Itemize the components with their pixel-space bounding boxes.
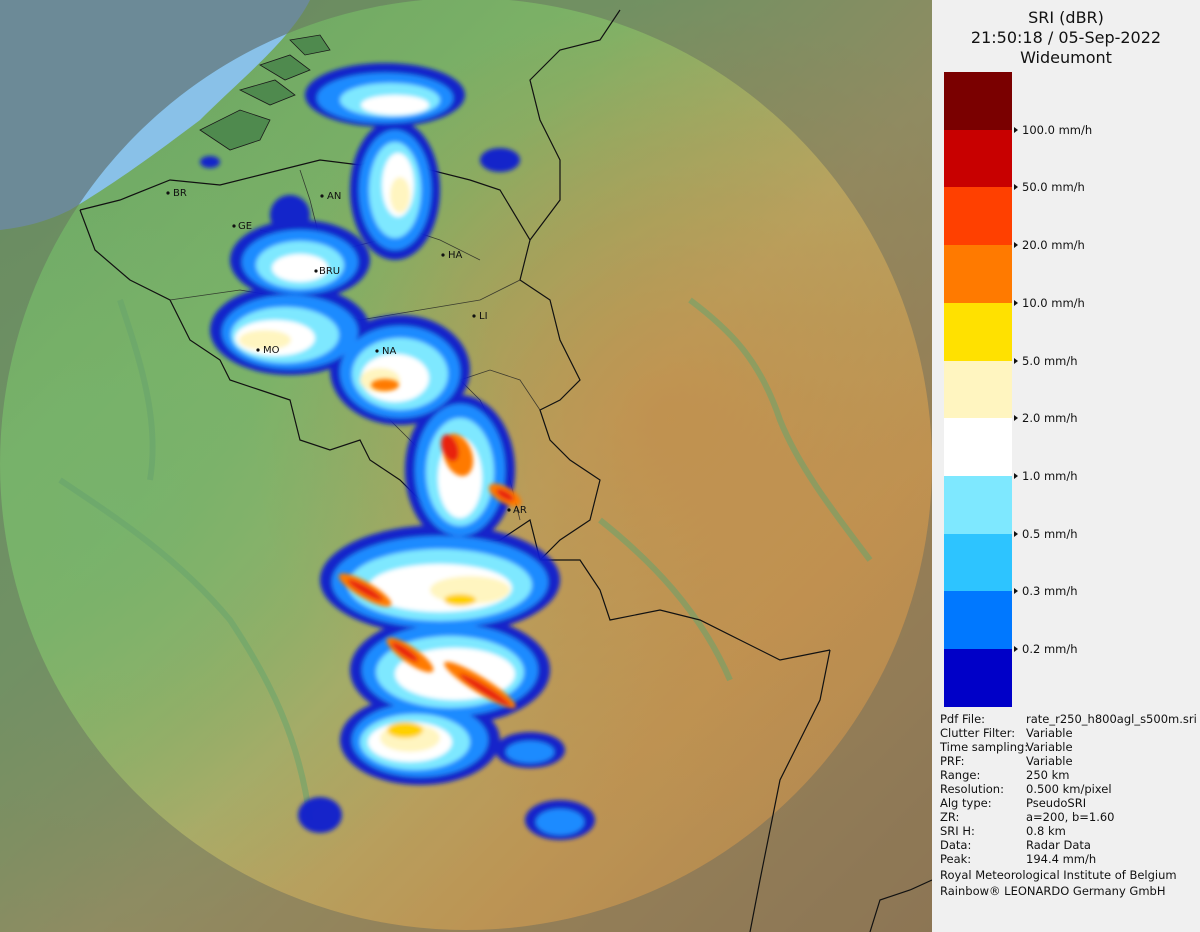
info-row: Data: Radar Data xyxy=(940,838,1091,852)
city-labels: BR AN GE HA BRU LI xyxy=(166,188,527,516)
timestamp: 21:50:18 / 05-Sep-2022 xyxy=(970,28,1162,47)
credit-rmi: Royal Meteorological Institute of Belgiu… xyxy=(940,868,1177,882)
legend-label: 0.3 mm/h xyxy=(1022,584,1078,599)
legend-tick xyxy=(1014,472,1018,479)
legend-label: 0.2 mm/h xyxy=(1022,642,1078,656)
info-key: Resolution: xyxy=(940,782,1004,796)
info-key: Alg type: xyxy=(940,796,992,810)
info-key: SRI H: xyxy=(940,824,975,838)
legend-tick xyxy=(1014,126,1018,133)
legend-label: 2.0 mm/h xyxy=(1022,411,1078,426)
legend-tick xyxy=(1014,646,1018,652)
legend-swatch xyxy=(944,360,1012,419)
city-ge: GE xyxy=(232,221,252,232)
city-na: NA xyxy=(375,346,396,357)
info-row: Clutter Filter: Variable xyxy=(940,726,1073,740)
info-key: Pdf File: xyxy=(940,712,986,726)
info-value: 0.8 km xyxy=(1026,824,1066,838)
svg-text:MO: MO xyxy=(263,345,280,356)
legend-swatch xyxy=(944,591,1012,650)
info-value: 250 km xyxy=(1026,768,1070,782)
info-value: Variable xyxy=(1026,726,1073,740)
outside-range-overlay xyxy=(0,0,932,932)
legend-tick xyxy=(1014,299,1018,306)
info-value: Variable xyxy=(1026,740,1073,754)
credit-rainbow: Rainbow® LEONARDO Germany GmbH xyxy=(940,884,1166,898)
legend-swatch xyxy=(944,533,1012,592)
city-li: LI xyxy=(472,311,488,322)
info-row: ZR: a=200, b=1.60 xyxy=(940,810,1115,824)
legend-swatch xyxy=(944,475,1012,534)
info-value: 0.500 km/pixel xyxy=(1026,782,1112,796)
legend-tick xyxy=(1014,357,1018,364)
info-value: Variable xyxy=(1026,754,1073,768)
info-row: SRI H: 0.8 km xyxy=(940,824,1066,838)
rain-cores xyxy=(338,379,522,709)
legend-label: 20.0 mm/h xyxy=(1022,238,1085,253)
legend-swatch xyxy=(944,129,1012,188)
info-key: Range: xyxy=(940,768,981,782)
city-br: BR xyxy=(166,188,187,199)
info-value: PseudoSRI xyxy=(1026,796,1087,810)
legend-tick xyxy=(1014,242,1018,249)
info-row: Peak: 194.4 mm/h xyxy=(940,852,1096,866)
legend-swatch xyxy=(944,649,1012,707)
city-ha: HA xyxy=(441,250,463,261)
svg-text:HA: HA xyxy=(448,250,463,261)
svg-text:AR: AR xyxy=(513,505,527,516)
country-borders xyxy=(79,9,932,932)
svg-text:BR: BR xyxy=(173,188,187,199)
svg-text:AN: AN xyxy=(327,191,341,202)
info-key: Clutter Filter: xyxy=(940,726,1016,740)
city-bru: BRU xyxy=(314,266,340,277)
legend-label: 0.5 mm/h xyxy=(1022,526,1078,541)
legend-tick xyxy=(1014,415,1018,422)
legend-swatch xyxy=(944,72,1012,130)
info-value: Radar Data xyxy=(1026,838,1091,852)
info-key: ZR: xyxy=(940,810,960,824)
legend-panel: SRI (dBR) 21:50:18 / 05-Sep-2022 Wideumo… xyxy=(932,0,1200,932)
city-an: AN xyxy=(320,191,341,202)
legend-swatch xyxy=(944,187,1012,246)
legend-label: 5.0 mm/h xyxy=(1022,353,1078,368)
city-mo: MO xyxy=(256,345,280,356)
legend-tick xyxy=(1014,184,1018,191)
valleys xyxy=(58,297,873,821)
info-row: Alg type: PseudoSRI xyxy=(940,796,1086,810)
legend-label: 50.0 mm/h xyxy=(1022,180,1085,195)
info-row: Range: 250 km xyxy=(940,768,1069,782)
info-row: PRF: Variable xyxy=(940,754,1073,768)
legend-label: 10.0 mm/h xyxy=(1022,295,1085,310)
svg-text:GE: GE xyxy=(238,221,252,232)
info-key: PRF: xyxy=(940,754,965,768)
legend-tick xyxy=(1014,530,1018,537)
info-row: Resolution: 0.500 km/pixel xyxy=(940,782,1112,796)
city-ar: AR xyxy=(507,505,527,516)
coastal-islands xyxy=(199,34,331,151)
svg-text:NA: NA xyxy=(382,346,396,357)
svg-text:BRU: BRU xyxy=(319,266,340,277)
legend-swatch xyxy=(944,418,1012,477)
radar-site: Wideumont xyxy=(1020,48,1112,67)
info-key: Peak: xyxy=(940,852,972,866)
info-value: rate_r250_h800agl_s500m.sri xyxy=(1026,712,1197,726)
svg-text:LI: LI xyxy=(479,311,488,322)
info-value: a=200, b=1.60 xyxy=(1026,810,1115,824)
info-row: Pdf File: rate_r250_h800agl_s500m.sri xyxy=(940,712,1197,726)
product-title: SRI (dBR) xyxy=(1028,8,1104,27)
legend-label: 100.0 mm/h xyxy=(1022,122,1093,137)
info-key: Data: xyxy=(940,838,972,852)
info-key: Time sampling: xyxy=(940,740,1029,754)
radar-map[interactable]: BR AN GE HA BRU LI xyxy=(0,0,932,932)
legend-swatch xyxy=(944,302,1012,361)
legend-tick xyxy=(1014,588,1018,595)
legend-label: 1.0 mm/h xyxy=(1022,468,1078,483)
info-row: Time sampling:Variable xyxy=(940,740,1073,754)
legend-swatch xyxy=(944,245,1012,304)
info-value: 194.4 mm/h xyxy=(1026,852,1097,866)
